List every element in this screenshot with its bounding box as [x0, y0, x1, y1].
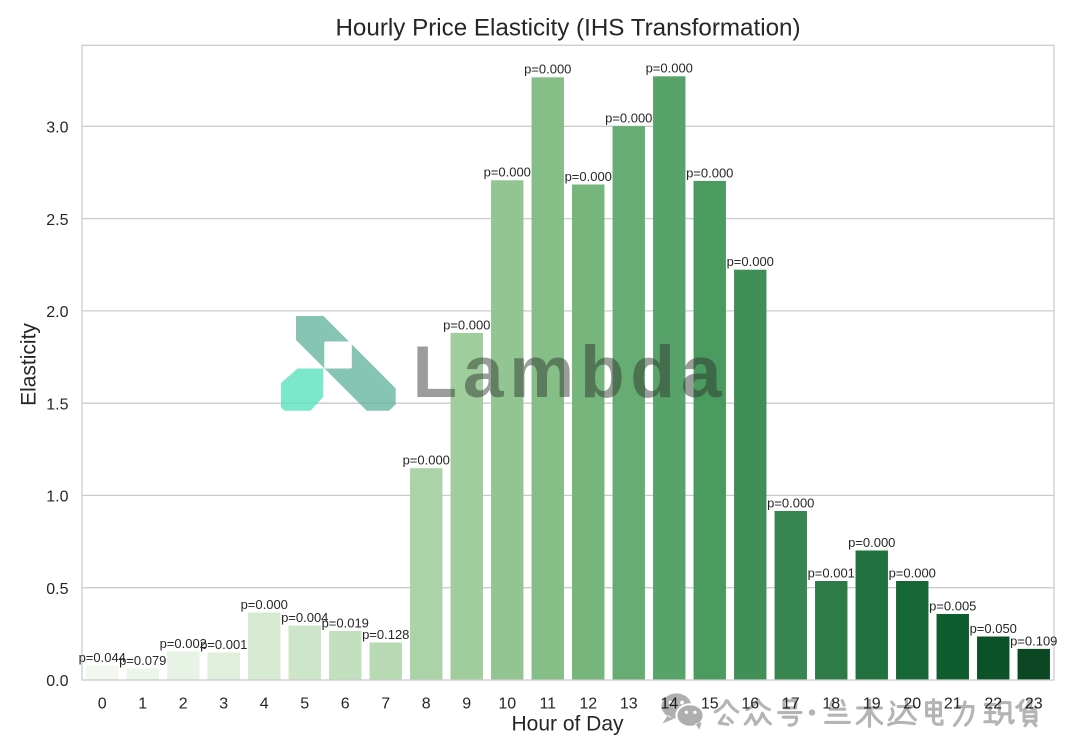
- svg-text:2.5: 2.5: [46, 212, 68, 229]
- svg-text:3: 3: [219, 695, 228, 712]
- svg-text:p=0.000: p=0.000: [241, 597, 288, 612]
- svg-text:15: 15: [701, 695, 719, 712]
- svg-text:p=0.109: p=0.109: [1010, 633, 1057, 648]
- svg-text:8: 8: [422, 695, 431, 712]
- svg-text:0.0: 0.0: [46, 673, 68, 690]
- svg-text:p=0.000: p=0.000: [403, 453, 450, 468]
- svg-text:p=0.000: p=0.000: [727, 254, 774, 269]
- svg-text:16: 16: [741, 695, 759, 712]
- svg-text:p=0.000: p=0.000: [889, 565, 936, 580]
- svg-text:0.5: 0.5: [46, 581, 68, 598]
- svg-text:p=0.000: p=0.000: [443, 317, 490, 332]
- svg-text:p=0.019: p=0.019: [322, 615, 369, 630]
- svg-text:10: 10: [498, 695, 516, 712]
- svg-text:21: 21: [944, 695, 962, 712]
- svg-text:p=0.000: p=0.000: [605, 111, 652, 126]
- svg-text:12: 12: [579, 695, 597, 712]
- svg-text:p=0.001: p=0.001: [808, 565, 855, 580]
- svg-text:p=0.000: p=0.000: [767, 495, 814, 510]
- svg-text:p=0.050: p=0.050: [970, 621, 1017, 636]
- svg-text:1: 1: [138, 695, 147, 712]
- svg-text:p=0.079: p=0.079: [119, 653, 166, 668]
- svg-text:2.0: 2.0: [46, 304, 68, 321]
- svg-text:p=0.000: p=0.000: [565, 169, 612, 184]
- svg-text:Hour of Day: Hour of Day: [511, 713, 624, 736]
- svg-text:6: 6: [341, 695, 350, 712]
- svg-text:p=0.000: p=0.000: [646, 61, 693, 76]
- svg-text:p=0.000: p=0.000: [484, 165, 531, 180]
- svg-text:11: 11: [539, 695, 556, 712]
- svg-text:13: 13: [620, 695, 638, 712]
- svg-text:p=0.000: p=0.000: [848, 535, 895, 550]
- svg-text:Elasticity: Elasticity: [18, 323, 41, 406]
- svg-text:4: 4: [260, 695, 269, 712]
- svg-text:p=0.044: p=0.044: [79, 650, 126, 665]
- svg-text:p=0.001: p=0.001: [200, 637, 247, 652]
- svg-text:1.0: 1.0: [46, 489, 68, 506]
- svg-text:3.0: 3.0: [46, 120, 68, 137]
- svg-text:2: 2: [179, 695, 188, 712]
- svg-text:p=0.004: p=0.004: [281, 610, 328, 625]
- svg-text:p=0.000: p=0.000: [686, 165, 733, 180]
- svg-text:7: 7: [381, 695, 390, 712]
- svg-text:1.5: 1.5: [46, 396, 68, 413]
- svg-text:9: 9: [462, 695, 471, 712]
- svg-text:p=0.128: p=0.128: [362, 627, 409, 642]
- svg-text:p=0.000: p=0.000: [524, 62, 571, 77]
- svg-text:p=0.002: p=0.002: [160, 636, 207, 651]
- svg-text:0: 0: [98, 695, 107, 712]
- svg-text:Lambda: Lambda: [413, 332, 728, 413]
- svg-text:Hourly Price Elasticity (IHS T: Hourly Price Elasticity (IHS Transformat…: [335, 15, 800, 42]
- svg-text:5: 5: [300, 695, 309, 712]
- svg-text:p=0.005: p=0.005: [929, 598, 976, 613]
